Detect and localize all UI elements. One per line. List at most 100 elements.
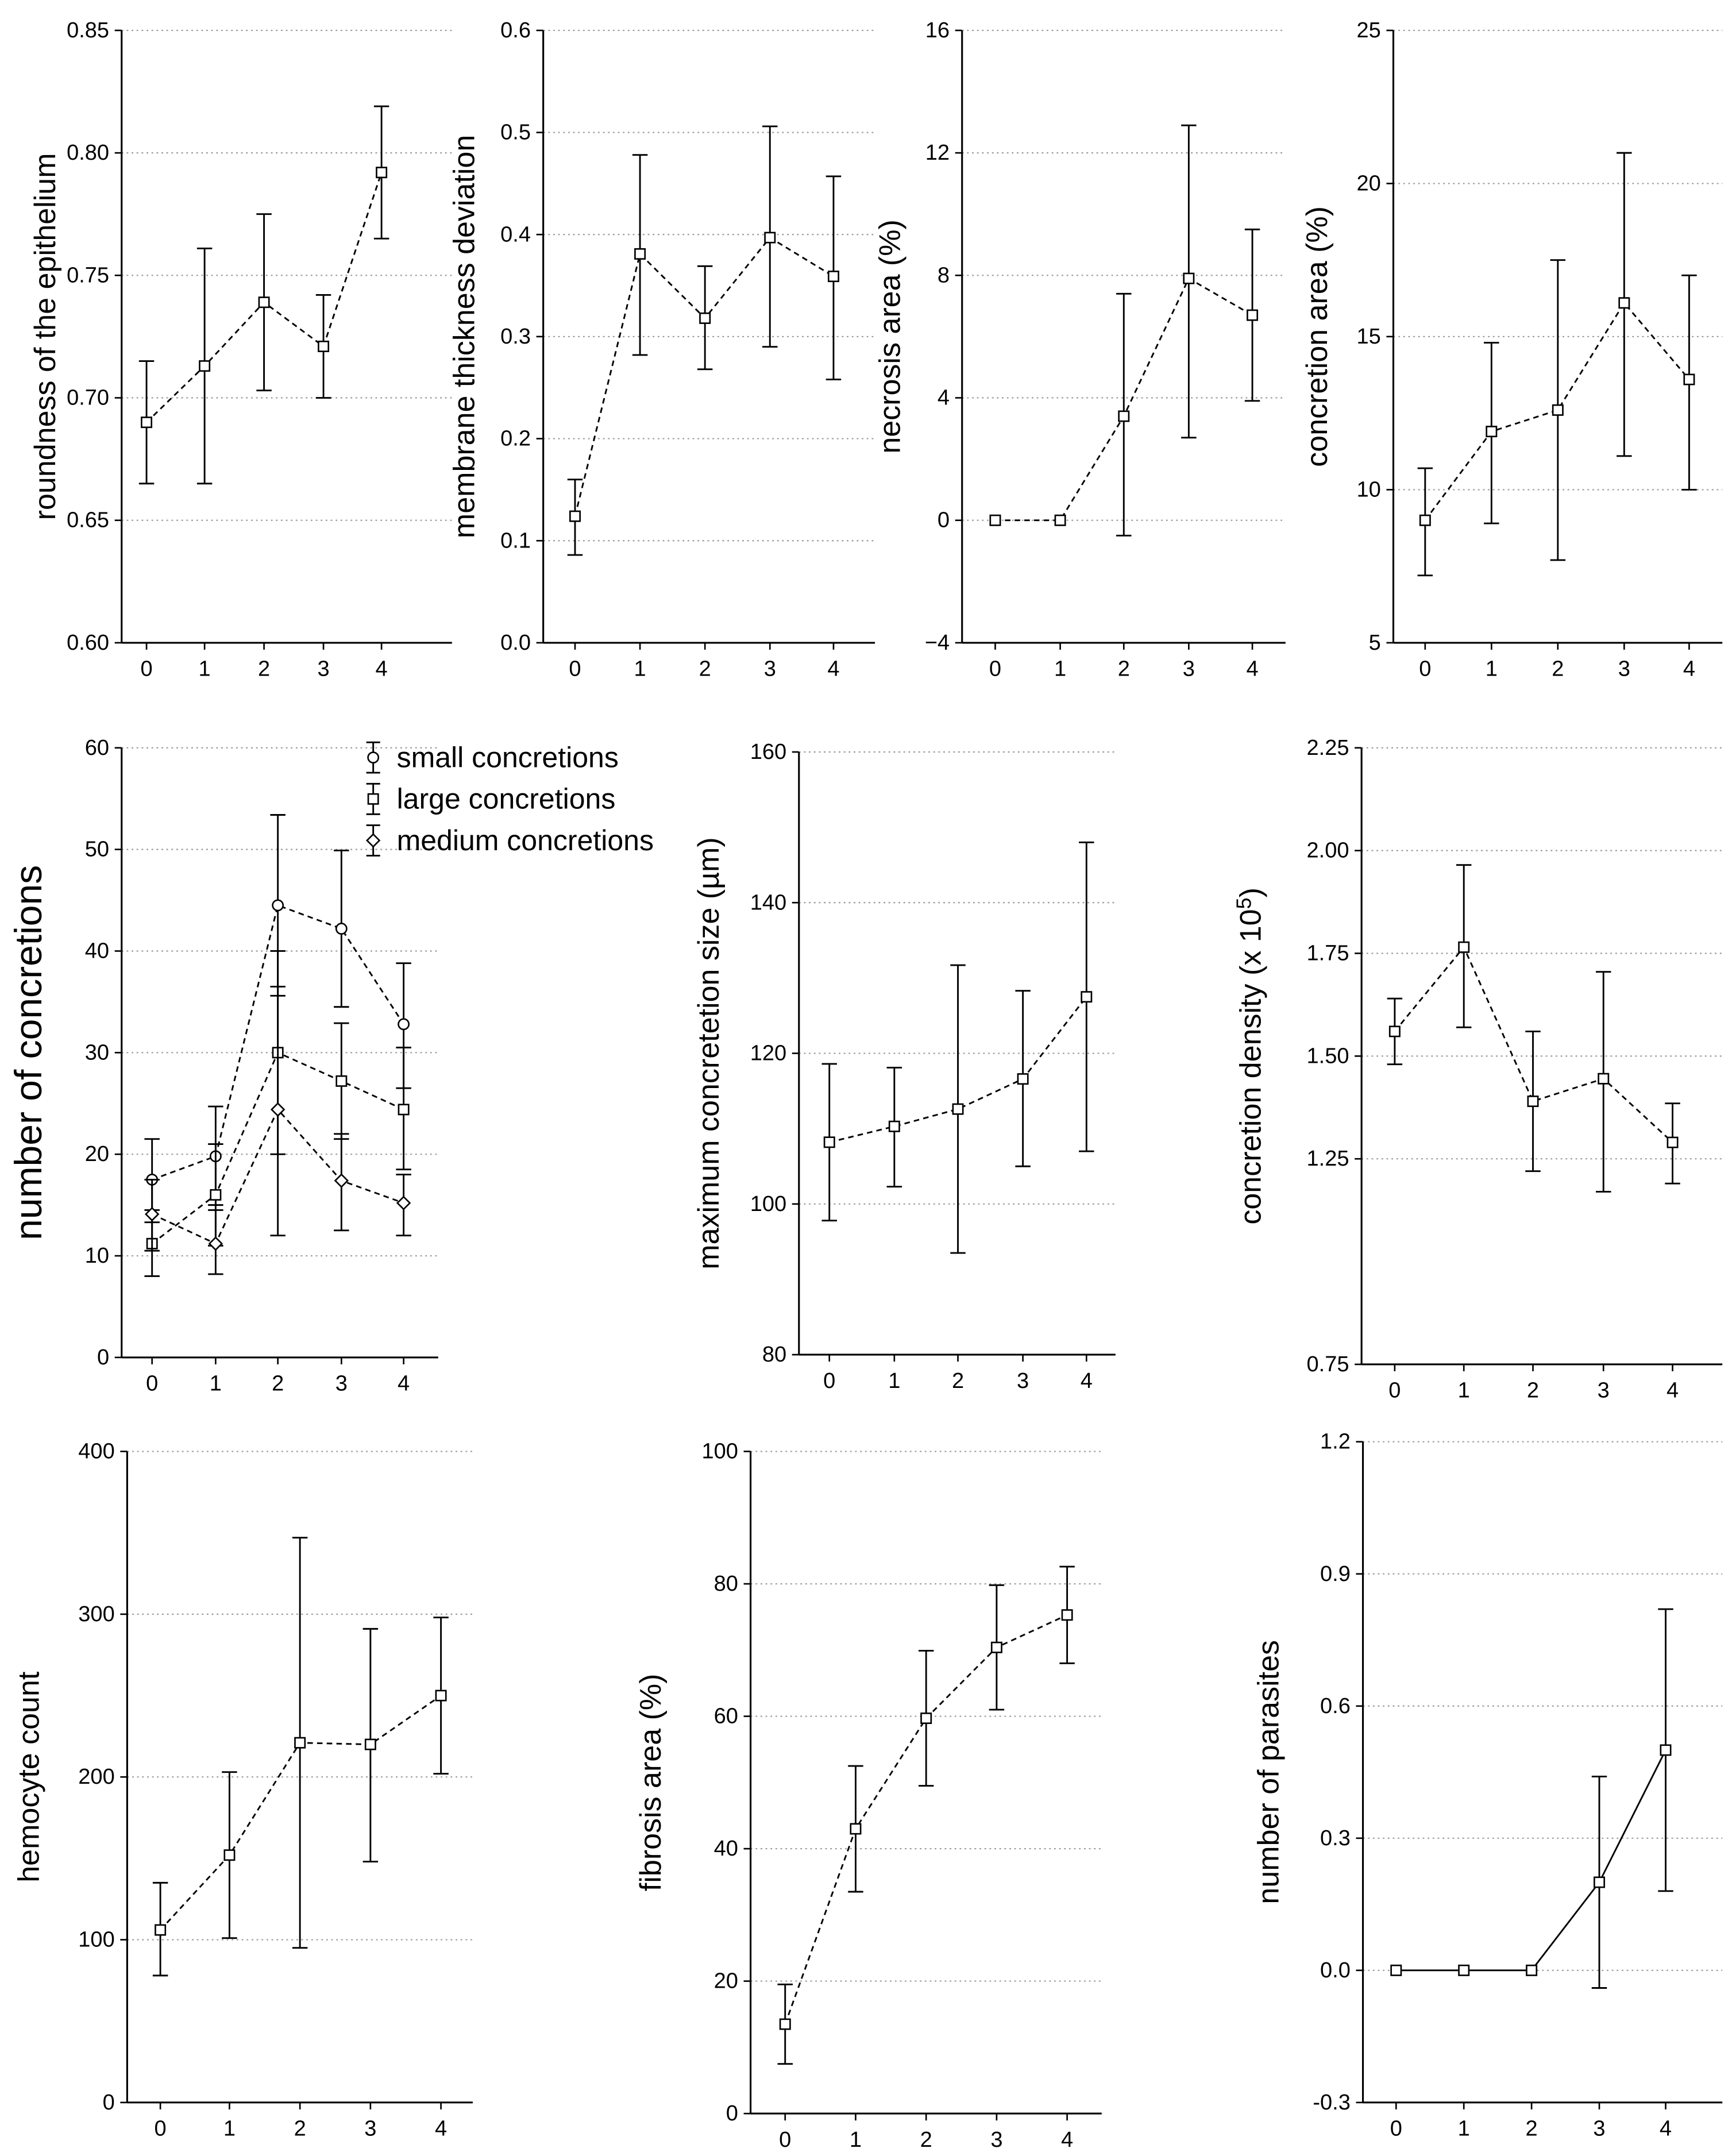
y-tick-label: 0.3 <box>500 325 531 349</box>
y-tick-label: 4 <box>938 386 950 410</box>
y-axis-label-text: maximum concretetion size (µm) <box>692 837 726 1269</box>
legend-label: small concretions <box>397 741 619 773</box>
data-point <box>1458 941 1470 953</box>
y-tick-label: 8 <box>938 263 950 287</box>
x-tick-label: 2 <box>699 657 711 681</box>
data-point <box>1183 272 1195 284</box>
x-tick-label: 2 <box>272 1372 284 1396</box>
y-axis-label: fibrosis area (%) <box>634 1674 668 1892</box>
data-point <box>569 510 581 522</box>
data-point <box>827 271 839 283</box>
series-1 <box>1390 1608 1673 1989</box>
x-tick-label: 2 <box>1118 657 1130 681</box>
series-1 <box>567 125 842 556</box>
y-tick-label: 0.4 <box>500 222 531 246</box>
data-point <box>318 340 330 352</box>
x-tick-label: 3 <box>1593 2117 1605 2141</box>
y-tick-label: 140 <box>750 890 786 915</box>
x-tick-label: 0 <box>146 1372 158 1396</box>
series-1 <box>1387 864 1680 1193</box>
x-tick-label: 4 <box>398 1372 410 1396</box>
y-tick-label: 80 <box>714 1572 738 1596</box>
y-tick-label: 1.75 <box>1307 942 1349 966</box>
chart-panel-6: 80 100 120 140 160 0 1 2 3 4 maximum concretetion … <box>692 740 1116 1393</box>
y-axis-label-text: membrane thickness deviation <box>448 135 481 538</box>
data-point <box>335 923 348 935</box>
series-1 <box>1417 152 1697 577</box>
y-axis-label-text: hemocyte count <box>12 1671 45 1883</box>
y-axis-label: necrosis area (%) <box>873 219 906 453</box>
data-point <box>144 1206 160 1222</box>
data-point <box>1618 297 1630 309</box>
y-tick-label: 0.6 <box>500 18 531 43</box>
data-point <box>1081 991 1093 1003</box>
y-tick-label: 10 <box>85 1244 109 1268</box>
x-tick-label: 0 <box>989 657 1001 681</box>
x-tick-label: 4 <box>1061 2128 1073 2152</box>
legend-marker <box>365 833 381 848</box>
y-tick-label: 0.0 <box>1320 1958 1351 1983</box>
data-point <box>1118 410 1130 422</box>
y-tick-label: 400 <box>78 1440 114 1464</box>
y-tick-label: 12 <box>925 141 950 165</box>
x-tick-label: 2 <box>920 2128 932 2152</box>
x-tick-label: 1 <box>1458 2117 1470 2141</box>
x-tick-label: 3 <box>990 2128 1002 2152</box>
y-axis-label: number of parasites <box>1252 1640 1286 1904</box>
y-tick-label: 0.85 <box>67 18 109 43</box>
y-tick-label: 0 <box>726 2101 738 2126</box>
y-tick-label: 40 <box>714 1837 738 1861</box>
y-tick-label: 60 <box>714 1704 738 1729</box>
y-tick-label: 0 <box>938 508 950 533</box>
data-point <box>1526 1964 1538 1976</box>
y-tick-label: 1.50 <box>1307 1044 1349 1068</box>
y-tick-label: 25 <box>1357 18 1381 43</box>
y-axis-label-text: number of parasites <box>1252 1640 1286 1904</box>
x-tick-label: 0 <box>823 1369 835 1393</box>
y-tick-label: 0.2 <box>500 427 531 451</box>
x-tick-label: 4 <box>435 2117 447 2141</box>
data-point <box>334 1173 349 1188</box>
y-tick-label: 120 <box>750 1042 786 1066</box>
x-tick-label: 3 <box>335 1372 348 1396</box>
x-tick-label: 4 <box>1683 657 1695 681</box>
y-tick-label: 0.60 <box>67 631 109 655</box>
y-axis-label: roundness of the epithelium <box>29 153 62 520</box>
data-point <box>1527 1096 1539 1108</box>
y-axis-label: concretion area (%) <box>1301 206 1334 467</box>
data-point <box>398 1018 410 1031</box>
data-point <box>989 514 1001 526</box>
data-point <box>376 167 388 179</box>
y-tick-label: 0.75 <box>1307 1352 1349 1376</box>
legend: small concretions large concretions medium… <box>365 741 654 857</box>
y-tick-label: 0 <box>103 2091 115 2115</box>
y-tick-label: 100 <box>702 1440 738 1464</box>
chart-panel-4: 5 10 15 20 25 0 1 2 3 4 concretion area (%) <box>1301 18 1723 681</box>
series-1 <box>138 105 389 485</box>
y-tick-label: 0.70 <box>67 386 109 410</box>
y-axis-label-text: roundness of the epithelium <box>29 153 62 520</box>
chart-panel-2: 0.0 0.1 0.2 0.3 0.4 0.5 0.6 0 1 2 3 4 membrane thick… <box>448 18 875 681</box>
y-tick-label: 0.75 <box>67 263 109 287</box>
data-point <box>1390 1964 1402 1976</box>
data-point <box>1017 1073 1029 1085</box>
y-tick-label: 5 <box>1369 631 1381 655</box>
x-tick-label: 3 <box>1598 1379 1610 1403</box>
y-tick-label: 0.6 <box>1320 1694 1351 1718</box>
x-tick-label: 1 <box>223 2117 236 2141</box>
y-axis-label-suffix: ) <box>1234 888 1267 897</box>
data-point <box>888 1120 900 1132</box>
y-tick-label: 0.3 <box>1320 1826 1351 1850</box>
data-point <box>208 1236 223 1251</box>
x-tick-label: 1 <box>634 657 646 681</box>
data-point <box>396 1195 411 1210</box>
data-point <box>1419 514 1431 526</box>
data-point <box>223 1849 236 1861</box>
y-tick-label: 1.25 <box>1307 1147 1349 1171</box>
y-tick-label: 20 <box>85 1142 109 1166</box>
y-tick-label: 0.80 <box>67 141 109 165</box>
x-tick-label: 0 <box>779 2128 791 2152</box>
x-tick-label: 1 <box>888 1369 900 1393</box>
x-tick-label: 2 <box>952 1369 964 1393</box>
